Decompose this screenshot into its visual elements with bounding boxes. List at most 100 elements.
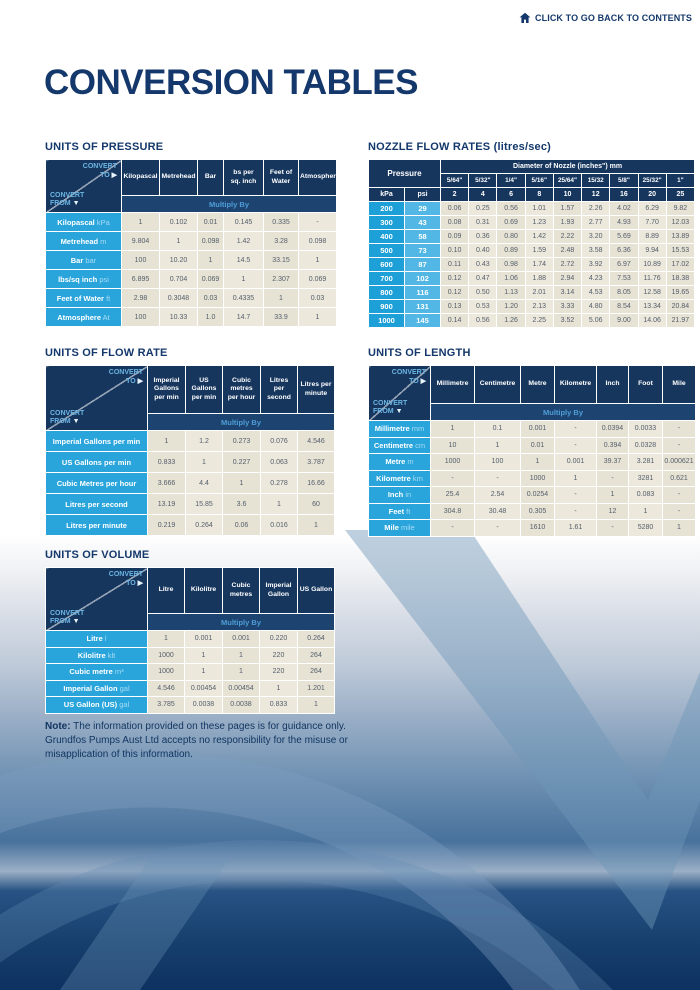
value-cell: 5.06 bbox=[581, 313, 611, 328]
table-row: 400 58 0.09 0.36 0.80 1.42 2.22 3.20 5.69 8.89 13.… bbox=[368, 229, 696, 244]
value-cell: 2.77 bbox=[581, 215, 611, 230]
row-label-name: Litre bbox=[86, 634, 103, 644]
value-cell: 2.01 bbox=[524, 285, 554, 300]
table-row: Inch in 25.4 2.54 0.0254-1 0.083- bbox=[368, 486, 696, 504]
table-row: Metrehead m 9.804 1 0.098 1.42 3.28 0.098 bbox=[45, 231, 337, 251]
value-cell: 6.97 bbox=[609, 257, 639, 272]
value-cell: 1.01 bbox=[524, 201, 554, 216]
psi-cell: 29 bbox=[404, 201, 441, 216]
value-cell: 0.56 bbox=[496, 201, 526, 216]
row-label: lbs/sq inch psi bbox=[45, 269, 122, 289]
back-to-contents-link[interactable]: CLICK TO GO BACK TO CONTENTS bbox=[519, 12, 692, 24]
value-cell: 4.23 bbox=[581, 271, 611, 286]
note-text: The information provided on these pages … bbox=[45, 721, 348, 760]
value-cell: - bbox=[554, 486, 597, 504]
value-cell: 13.89 bbox=[665, 229, 696, 244]
value-cell: 1.88 bbox=[524, 271, 554, 286]
value-cell: 1 bbox=[474, 436, 521, 454]
psi-cell: 87 bbox=[404, 257, 441, 272]
value-cell: 7.53 bbox=[609, 271, 639, 286]
value-cell: 0.36 bbox=[468, 229, 498, 244]
row-label-name: Cubic Metres per hour bbox=[56, 478, 137, 488]
convert-corner-cell: CONVERT TO ▶ CONVERT FROM ▼ bbox=[45, 567, 148, 631]
row-label-unit: mm bbox=[409, 424, 425, 434]
row-label: Atmosphere At bbox=[45, 307, 122, 327]
row-label-name: lbs/sq inch bbox=[58, 274, 98, 284]
value-cell: - bbox=[662, 420, 696, 438]
table-row: 300 43 0.08 0.31 0.69 1.23 1.93 2.77 4.93 7.70 12.… bbox=[368, 215, 696, 230]
value-cell: 2.13 bbox=[524, 299, 554, 314]
section-length: UNITS OF LENGTH CONVERT TO ▶ CONVERT FROM ▼… bbox=[368, 347, 696, 537]
table-row: 200 29 0.06 0.25 0.56 1.01 1.57 2.26 4.02 6.29 9.8… bbox=[368, 201, 696, 216]
row-label: Kilometre km bbox=[368, 469, 431, 487]
value-cell: 25.4 bbox=[430, 486, 475, 504]
column-header: Cubic metres bbox=[222, 567, 260, 614]
pressure-table-grid: CONVERT TO ▶ CONVERT FROM ▼ Kilopascal Metreh… bbox=[45, 159, 337, 327]
home-icon bbox=[519, 12, 531, 23]
section-nozzle: NOZZLE FLOW RATES (litres/sec) Pressure D… bbox=[368, 141, 696, 328]
value-cell: 0.13 bbox=[439, 299, 470, 314]
row-label-name: Imperial Gallon bbox=[63, 683, 118, 693]
nozzle-table-grid: Pressure Diameter of Nozzle (inches") mm 5… bbox=[368, 159, 696, 328]
value-cell: - bbox=[430, 469, 475, 487]
table-row: 900 131 0.13 0.53 1.20 2.13 3.33 4.80 8.54 13.34 2… bbox=[368, 299, 696, 314]
value-cell: 0.08 bbox=[439, 215, 470, 230]
row-label: Feet ft bbox=[368, 502, 431, 520]
value-cell: 0.01 bbox=[520, 436, 555, 454]
value-cell: 60 bbox=[297, 493, 335, 515]
convert-corner-cell: CONVERT TO ▶ CONVERT FROM ▼ bbox=[45, 365, 148, 431]
column-header: Atmosphere bbox=[298, 159, 337, 196]
value-cell: 264 bbox=[297, 663, 335, 681]
value-cell: 1000 bbox=[147, 646, 185, 664]
back-link-label: CLICK TO GO BACK TO CONTENTS bbox=[535, 13, 692, 23]
row-label-name: Metrehead bbox=[60, 236, 99, 246]
pressure-header: Pressure bbox=[368, 159, 441, 188]
flow-table: CONVERT TO ▶ CONVERT FROM ▼ Imperial Gallons p… bbox=[45, 365, 335, 536]
multiply-by-band: Multiply By bbox=[430, 403, 696, 421]
value-cell: 0.0254 bbox=[520, 486, 555, 504]
length-table: CONVERT TO ▶ CONVERT FROM ▼ Millimetre Centim… bbox=[368, 365, 696, 537]
row-label: Inch in bbox=[368, 486, 431, 504]
page-title: CONVERSION TABLES bbox=[44, 63, 418, 102]
value-cell: 2.94 bbox=[552, 271, 583, 286]
column-header: US Gallons per min bbox=[185, 365, 223, 414]
column-header: Bar bbox=[197, 159, 224, 196]
row-label-name: Feet bbox=[388, 506, 405, 516]
row-label: Litres per second bbox=[45, 493, 148, 515]
value-cell: 100 bbox=[474, 453, 521, 471]
value-cell: - bbox=[662, 486, 696, 504]
value-cell: 0.00454 bbox=[222, 679, 260, 697]
column-header: US Gallon bbox=[297, 567, 335, 614]
value-cell: 0.063 bbox=[260, 451, 298, 473]
value-cell: 0.50 bbox=[468, 285, 498, 300]
row-label-unit: l bbox=[102, 634, 107, 644]
arrow-down-icon: ▼ bbox=[72, 618, 80, 626]
value-cell: 1610 bbox=[520, 519, 555, 537]
value-cell: - bbox=[554, 436, 597, 454]
value-cell: 0.264 bbox=[185, 514, 223, 536]
convert-from-label: CONVERT FROM ▼ bbox=[50, 191, 85, 208]
row-label-unit: klt bbox=[105, 650, 116, 660]
table-row: Metre m 1000 100 1 0.001 39.37 3.281 0.000621 bbox=[368, 453, 696, 471]
value-cell: 1.59 bbox=[524, 243, 554, 258]
value-cell: 2.98 bbox=[121, 288, 160, 308]
value-cell: 0.14 bbox=[439, 313, 470, 328]
value-cell: 0.098 bbox=[197, 231, 224, 251]
row-label-name: Kilometre bbox=[376, 473, 411, 483]
value-cell: 1 bbox=[259, 679, 298, 697]
value-cell: 4.02 bbox=[609, 201, 639, 216]
note-label: Note: bbox=[45, 721, 71, 732]
row-label: Kilolitre klt bbox=[45, 646, 148, 664]
value-cell: - bbox=[474, 519, 521, 537]
value-cell: 1 bbox=[222, 663, 260, 681]
table-row: Kilolitre klt 1000 1 1 220 264 bbox=[45, 646, 335, 664]
value-cell: 8.05 bbox=[609, 285, 639, 300]
row-label-name: Inch bbox=[387, 490, 404, 500]
value-cell: - bbox=[298, 212, 337, 232]
value-cell: 0.03 bbox=[197, 288, 224, 308]
value-cell: 1 bbox=[298, 307, 337, 327]
value-cell: 16.66 bbox=[297, 472, 335, 494]
table-row: Kilometre km - -1000 1-3281 0.621 bbox=[368, 469, 696, 487]
value-cell: 9.94 bbox=[637, 243, 667, 258]
